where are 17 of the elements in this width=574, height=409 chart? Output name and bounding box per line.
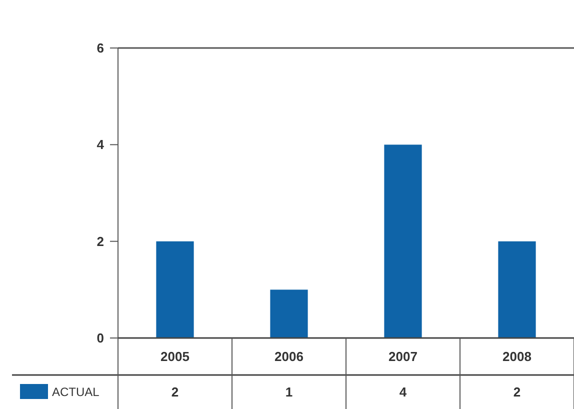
x-tick-label: 2008: [502, 349, 532, 364]
data-label: 2: [513, 384, 521, 400]
data-label: 1: [285, 384, 293, 400]
bar: [384, 144, 422, 338]
y-tick-label: 2: [96, 234, 104, 249]
x-tick-label: 2005: [160, 349, 190, 364]
x-tick-label: 2007: [388, 349, 418, 364]
y-tick-label: 4: [96, 137, 105, 152]
bar: [270, 290, 308, 338]
bar: [498, 241, 536, 338]
legend-label: ACTUAL: [52, 385, 100, 400]
y-tick-label: 0: [96, 330, 104, 346]
y-tick-label: 6: [96, 40, 104, 56]
data-label: 2: [171, 384, 179, 400]
x-tick-label: 2006: [274, 349, 304, 364]
bar: [156, 241, 194, 338]
data-label: 4: [399, 384, 408, 400]
